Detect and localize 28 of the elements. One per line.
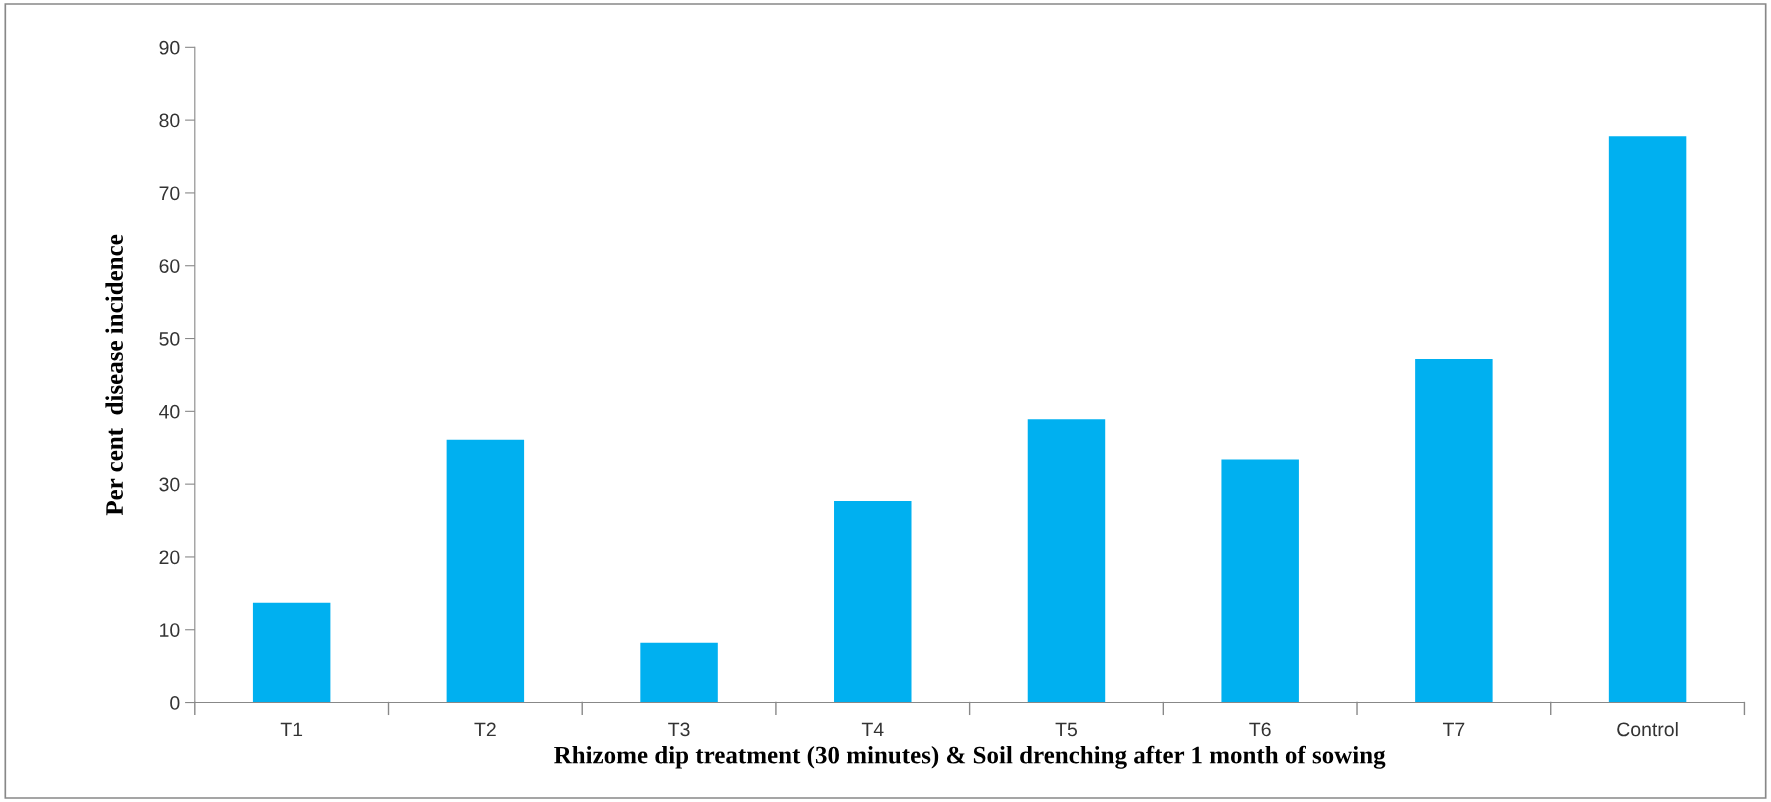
bar xyxy=(1608,136,1687,703)
bar xyxy=(446,439,525,703)
bar xyxy=(834,500,912,703)
y-tick-label: 60 xyxy=(159,259,180,273)
y-tick-label: 50 xyxy=(159,332,180,346)
y-tick-label: 10 xyxy=(160,623,180,637)
x-tick-label: T5 xyxy=(1055,722,1078,737)
bar xyxy=(252,602,331,703)
y-tick-label: 80 xyxy=(159,113,180,128)
y-tick-label: 70 xyxy=(159,186,180,201)
y-axis-title: Per cent disease incidence xyxy=(105,234,123,516)
x-tick-label: T1 xyxy=(280,722,303,737)
bar xyxy=(1027,419,1106,703)
bar xyxy=(1415,358,1493,703)
bar xyxy=(640,642,718,703)
x-axis-title: Rhizome dip treatment (30 minutes) & Soil drenching after 1 month of sowing xyxy=(554,745,1386,769)
y-tick-label: 20 xyxy=(159,550,180,565)
x-tick-label: T2 xyxy=(474,722,496,737)
y-tick-label: 40 xyxy=(159,404,180,419)
y-tick-label: 0 xyxy=(170,696,180,710)
x-tick-label: T3 xyxy=(668,722,690,737)
x-tick-label: T4 xyxy=(861,722,884,737)
x-tick-label: Control xyxy=(1617,722,1678,737)
y-tick-label: 90 xyxy=(159,40,180,55)
x-tick-label: T6 xyxy=(1249,722,1271,737)
x-tick-label: T7 xyxy=(1442,722,1465,737)
bar xyxy=(1221,459,1299,703)
y-tick-label: 30 xyxy=(159,477,180,492)
